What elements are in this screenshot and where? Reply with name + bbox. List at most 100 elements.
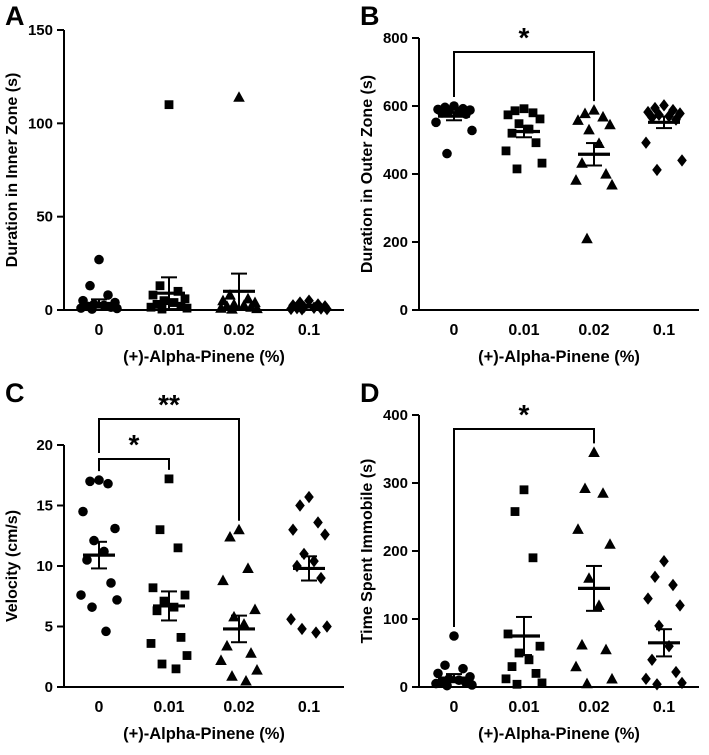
data-point-square — [501, 674, 511, 684]
error-bar-0.1 — [293, 555, 325, 582]
data-point-diamond — [659, 555, 669, 568]
data-point-square — [510, 507, 520, 516]
data-point-triangle — [606, 672, 618, 684]
data-point-square — [148, 583, 158, 593]
data-point-triangle — [233, 523, 245, 535]
data-point-triangle — [581, 232, 593, 244]
data-point-diamond — [299, 547, 309, 561]
data-point-circle — [85, 476, 95, 487]
error-bar-0.01 — [508, 615, 540, 657]
data-point-square — [171, 664, 181, 674]
data-point-square — [182, 651, 192, 660]
x-tick-label: 0.1 — [298, 322, 320, 339]
data-point-triangle — [604, 538, 616, 549]
data-point-square — [519, 104, 529, 114]
data-point-triangle — [600, 168, 612, 179]
data-point-circle — [89, 535, 99, 546]
y-axis-title: Duration in Outer Zone (s) — [359, 75, 376, 273]
data-point-diamond — [297, 622, 307, 636]
data-point-square — [159, 296, 169, 306]
error-bar-0 — [438, 673, 470, 684]
panel-b: B 0 200 400 600 800 0 0.01 0.02 0.1 Duration in O… — [355, 0, 709, 377]
x-tick-label: 0.1 — [653, 322, 675, 339]
significance-bracket — [98, 458, 170, 472]
data-point-triangle — [583, 572, 595, 583]
panel-c-label: C — [5, 378, 25, 408]
x-tick-label: 0.01 — [153, 322, 184, 339]
data-point-circle — [94, 475, 104, 485]
data-point-diamond — [641, 672, 651, 686]
data-point-triangle — [242, 562, 254, 574]
data-point-triangle — [215, 654, 227, 665]
data-point-circle — [87, 304, 97, 314]
significance-bracket — [98, 418, 240, 521]
data-point-triangle — [221, 639, 233, 651]
data-point-triangle — [572, 114, 584, 125]
data-point-diamond — [295, 499, 305, 512]
significance-label: * — [519, 22, 530, 53]
data-point-square — [501, 146, 511, 156]
data-point-square — [164, 474, 174, 484]
data-point-square — [176, 632, 186, 642]
data-point-triangle — [570, 660, 582, 672]
data-point-square — [507, 662, 517, 671]
y-tick-label: 150 — [28, 22, 53, 39]
data-point-triangle — [581, 677, 593, 689]
significance-label: * — [129, 429, 140, 460]
data-point-circle — [467, 680, 477, 690]
y-tick-label: 0 — [400, 302, 408, 319]
series-0.1 — [641, 99, 687, 177]
data-point-triangle — [226, 670, 238, 681]
error-bar-0.02 — [578, 142, 610, 167]
data-point-square — [514, 119, 524, 129]
x-tick-label: 0 — [95, 322, 104, 339]
data-point-square — [146, 639, 156, 648]
data-point-diamond — [641, 136, 651, 149]
data-point-circle — [112, 303, 122, 314]
data-point-circle — [85, 280, 95, 291]
data-point-square — [528, 108, 538, 118]
data-point-circle — [76, 590, 86, 600]
y-tick-label: 50 — [36, 209, 53, 226]
error-bar-0 — [83, 298, 115, 309]
data-point-square — [146, 302, 156, 312]
data-point-square — [512, 679, 522, 689]
data-point-circle — [442, 680, 452, 691]
x-tick-label: 0.01 — [153, 699, 184, 716]
data-point-triangle — [224, 289, 236, 300]
data-point-triangle — [583, 123, 595, 135]
data-point-square — [535, 114, 545, 124]
data-point-triangle — [233, 91, 245, 102]
data-point-triangle — [597, 110, 609, 122]
series-0.02 — [215, 91, 263, 314]
data-point-triangle — [606, 178, 618, 190]
data-point-square — [173, 286, 183, 296]
data-point-diamond — [675, 599, 685, 612]
panel-a-label: A — [5, 1, 25, 31]
series-0.01 — [146, 474, 192, 674]
x-axis-title: (+)-Alpha-Pinene (%) — [123, 348, 285, 366]
data-point-triangle — [597, 487, 609, 498]
data-point-triangle — [588, 446, 600, 457]
panel-b-label: B — [360, 1, 380, 31]
x-tick-label: 0.02 — [578, 322, 609, 339]
data-point-square — [524, 655, 534, 665]
y-tick-label: 20 — [36, 437, 53, 454]
y-tick-label: 200 — [383, 543, 408, 560]
series-0.02 — [570, 104, 618, 244]
data-point-triangle — [238, 299, 250, 310]
data-point-circle — [440, 660, 450, 671]
error-bar-0.02 — [223, 272, 255, 311]
data-point-square — [531, 138, 541, 148]
x-tick-label: 0 — [95, 699, 104, 716]
y-tick-label: 200 — [383, 234, 408, 251]
data-point-circle — [110, 523, 120, 534]
data-point-circle — [442, 148, 452, 159]
panel-b-chart: 0 200 400 600 800 0 0.01 0.02 0.1 Duration in Out… — [359, 22, 699, 366]
data-point-triangle — [242, 292, 254, 304]
x-tick-label: 0.01 — [508, 322, 539, 339]
data-point-circle — [433, 668, 443, 679]
data-point-triangle — [215, 302, 227, 313]
data-point-diamond — [311, 626, 321, 639]
